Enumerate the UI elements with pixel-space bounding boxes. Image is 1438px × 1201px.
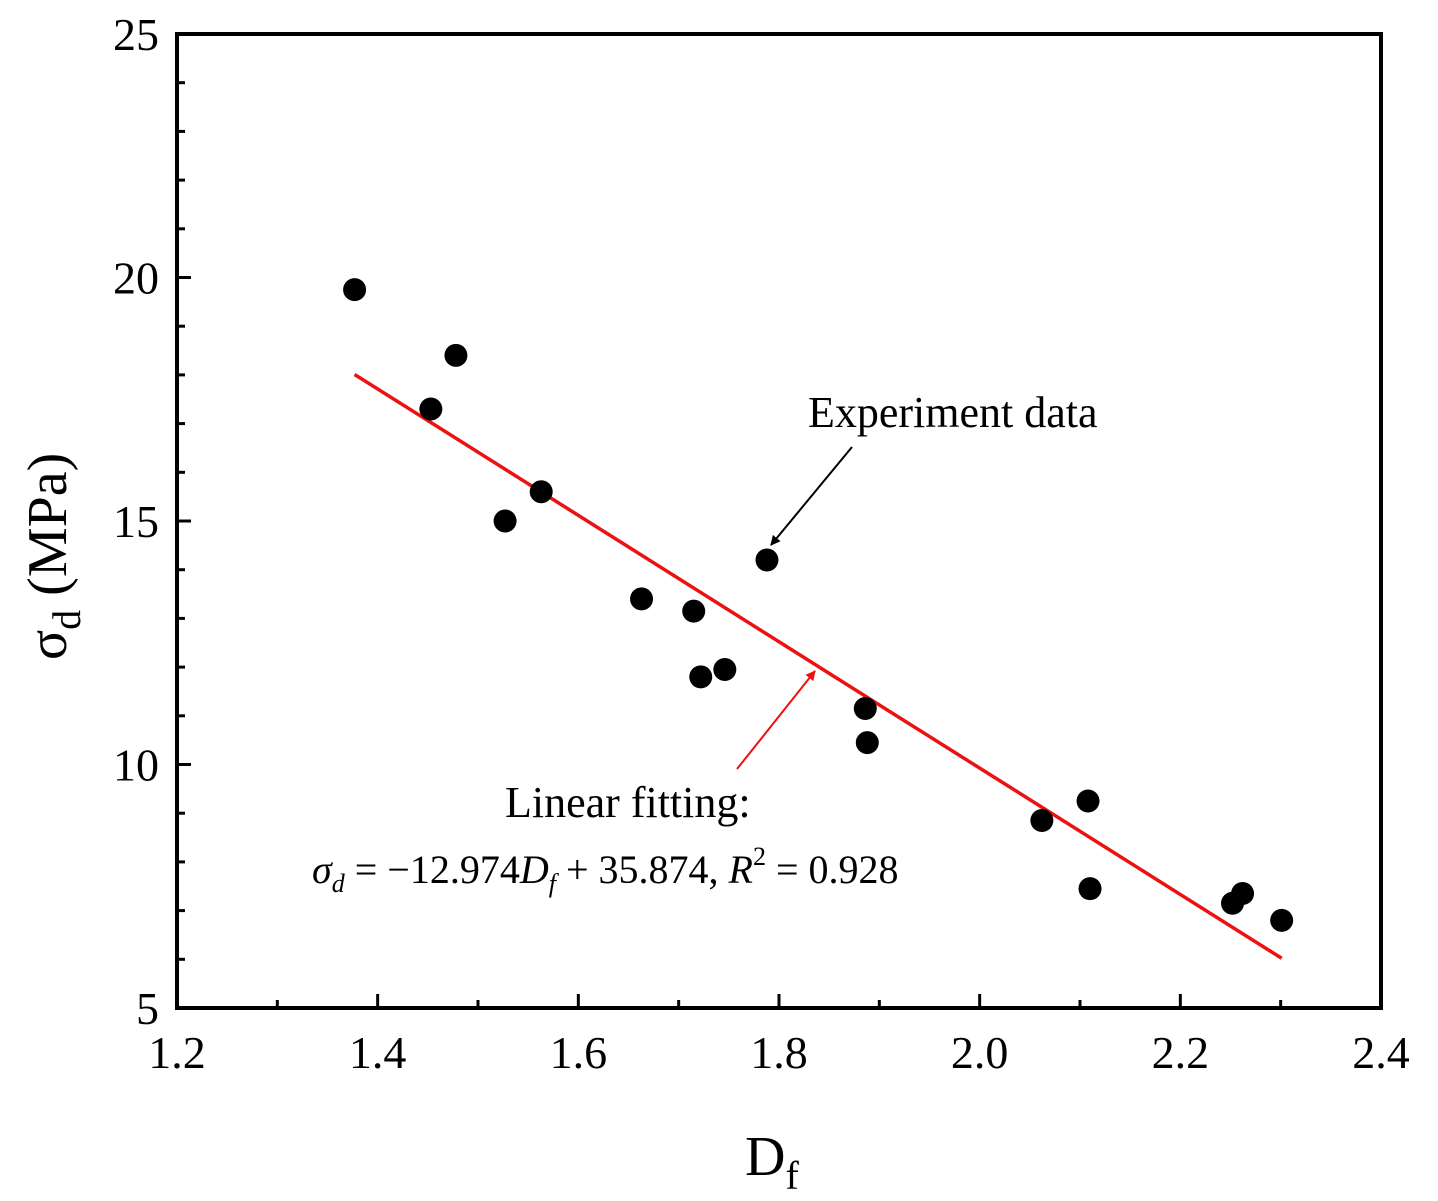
y-tick-label: 10 [113, 740, 159, 791]
y-tick-labels: 5 10 15 20 25 [113, 9, 159, 1034]
x-tick-label: 1.2 [148, 1027, 206, 1078]
data-point [755, 548, 779, 572]
scatter-points [343, 278, 1294, 932]
eq-lhs-sub: d [332, 869, 346, 898]
x-tick-label: 2.2 [1152, 1027, 1210, 1078]
eq-part1: = −12.974 [345, 847, 520, 892]
fit-line [353, 372, 1283, 960]
data-point [1078, 877, 1102, 901]
x-tick-label: 1.6 [550, 1027, 608, 1078]
x-axis-title-main: D [745, 1126, 785, 1188]
eq-lhs: σ [312, 847, 333, 892]
fit-label: Linear fitting: [505, 778, 751, 827]
fit-equation: σd = −12.974Df + 35.874, R2 = 0.928 [312, 842, 899, 898]
x-axis-title: Df [745, 1126, 799, 1198]
eq-term-sub: f [549, 869, 560, 898]
data-point [630, 587, 654, 611]
eq-part3: = 0.928 [766, 847, 899, 892]
data-point [1270, 908, 1294, 932]
x-tick-label: 2.4 [1352, 1027, 1410, 1078]
eq-r-sup: 2 [753, 842, 766, 871]
data-point [444, 343, 468, 367]
y-tick-label: 20 [113, 253, 159, 304]
data-point [529, 480, 553, 504]
data-point [1231, 882, 1255, 906]
data-point [713, 658, 737, 682]
data-point [689, 665, 713, 689]
data-point [853, 696, 877, 720]
x-tick-labels: 1.2 1.4 1.6 1.8 2.0 2.2 2.4 [148, 1027, 1410, 1078]
eq-term: D [519, 847, 549, 892]
plot-frame [175, 32, 1383, 1010]
data-point [419, 397, 443, 421]
y-axis-title-sub: d [44, 610, 89, 630]
y-axis-title-main: σ [17, 630, 79, 660]
data-point [493, 509, 517, 533]
data-point [1030, 809, 1054, 833]
x-tick-label: 2.0 [951, 1027, 1009, 1078]
data-point [855, 731, 879, 755]
x-tick-label: 1.4 [349, 1027, 407, 1078]
y-axis-title: σd (MPa) [17, 453, 89, 660]
experiment-arrow [770, 446, 853, 546]
x-axis-title-sub: f [785, 1153, 799, 1198]
y-tick-label: 25 [113, 9, 159, 60]
x-tick-label: 1.8 [750, 1027, 808, 1078]
data-point [1076, 789, 1100, 813]
experiment-data-label: Experiment data [808, 388, 1098, 437]
eq-part2: + 35.874, [556, 847, 729, 892]
y-tick-label: 15 [113, 496, 159, 547]
eq-r: R [728, 847, 753, 892]
data-point [682, 599, 706, 623]
y-tick-label: 5 [136, 983, 159, 1034]
fit-arrow [736, 670, 816, 770]
data-point [343, 278, 367, 302]
y-axis-title-unit: (MPa) [17, 453, 79, 610]
